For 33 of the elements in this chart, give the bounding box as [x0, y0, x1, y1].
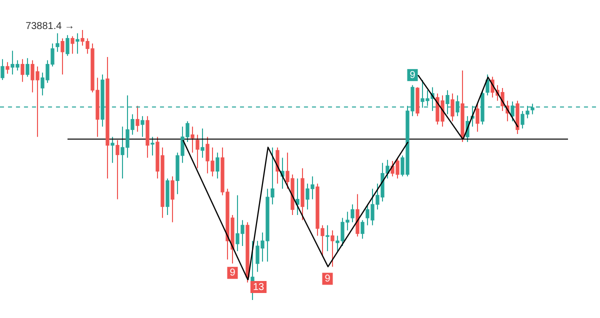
candlestick	[20, 58, 24, 82]
candlestick	[70, 36, 74, 54]
annotation: 13	[252, 282, 264, 293]
candlestick	[276, 146, 280, 184]
candlestick	[450, 92, 454, 122]
candlestick	[110, 136, 114, 164]
candlestick	[330, 230, 334, 268]
annotation: 73881.4 →	[26, 20, 74, 32]
candlestick	[476, 103, 480, 132]
annotation: 9	[410, 70, 416, 81]
candlestick	[56, 32, 60, 52]
candlestick	[140, 116, 144, 138]
candlestick	[296, 178, 300, 216]
candlestick	[200, 128, 204, 158]
candlestick	[196, 134, 200, 169]
candlestick	[326, 224, 330, 252]
candlestick	[190, 126, 194, 154]
annotation: 9	[324, 274, 331, 285]
candlestick	[0, 58, 4, 80]
candlestick	[26, 58, 30, 78]
candlestick	[486, 74, 490, 96]
candlestick	[150, 136, 154, 156]
candlestick	[116, 140, 120, 200]
candlestick	[60, 38, 64, 76]
candlestick	[76, 32, 80, 54]
annotation: 9	[230, 268, 236, 279]
candlestick	[6, 62, 10, 74]
candlestick	[216, 152, 220, 179]
candlestick	[350, 204, 354, 223]
candlestick	[170, 176, 174, 223]
candlestick	[136, 105, 140, 132]
candlestick	[360, 220, 364, 240]
candlestick	[66, 34, 70, 56]
